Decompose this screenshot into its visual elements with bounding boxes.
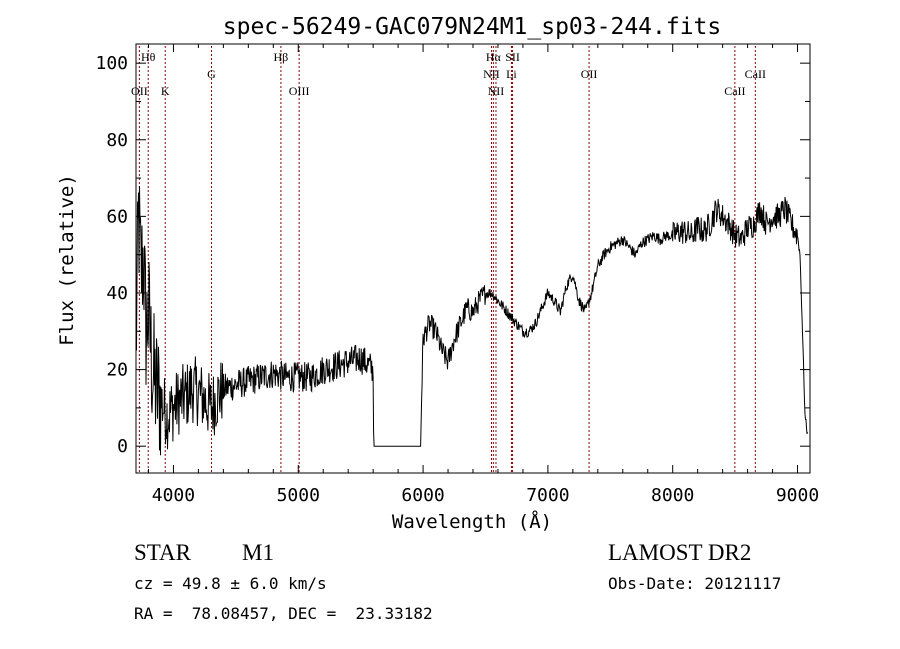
line-marker-label: K <box>161 84 170 98</box>
object-subclass: M1 <box>242 540 274 565</box>
y-tick-label: 100 <box>95 53 128 74</box>
x-tick-label: 5000 <box>277 485 320 506</box>
y-axis-label: Flux (relative) <box>56 174 78 346</box>
y-tick-label: 60 <box>106 206 128 227</box>
y-tick-label: 20 <box>106 360 128 381</box>
line-marker-label: NII <box>488 84 505 98</box>
line-marker-label: OIII <box>289 84 310 98</box>
line-marker-label: OII <box>131 84 148 98</box>
line-marker-label: Li <box>506 67 517 81</box>
object-class: STAR <box>134 540 191 565</box>
x-tick-label: 7000 <box>526 485 569 506</box>
x-tick-label: 8000 <box>651 485 694 506</box>
spectrum-line <box>135 186 808 456</box>
line-marker-label: CaII <box>724 84 745 98</box>
y-tick-label: 0 <box>117 436 128 457</box>
obs-date: Obs-Date: 20121117 <box>608 574 782 593</box>
y-tick-label: 80 <box>106 130 128 151</box>
line-marker-label: OII <box>581 67 598 81</box>
line-marker-label: G <box>207 67 216 81</box>
y-tick-label: 40 <box>106 283 128 304</box>
x-tick-label: 6000 <box>401 485 444 506</box>
redshift-cz: cz = 49.8 ± 6.0 km/s <box>134 574 327 593</box>
coordinates: RA = 78.08457, DEC = 23.33182 <box>134 604 433 623</box>
line-marker-label: CaII <box>745 67 766 81</box>
plot-frame <box>135 43 811 474</box>
line-marker-label: Hθ <box>141 50 156 64</box>
x-tick-label: 4000 <box>152 485 195 506</box>
y-axis: 0 20 40 60 80 100 <box>95 53 810 457</box>
line-marker-label: SII <box>505 50 520 64</box>
line-marker-label: NII <box>483 67 500 81</box>
x-tick-label: 9000 <box>776 485 819 506</box>
chart-title: spec-56249-GAC079N24M1_sp03-244.fits <box>223 14 722 40</box>
line-marker-label: Hα <box>486 50 502 64</box>
x-axis-label: Wavelength (Å) <box>392 510 552 533</box>
x-axis: 4000 5000 6000 7000 8000 9000 <box>147 44 819 506</box>
survey-name: LAMOST DR2 <box>608 540 752 565</box>
line-marker-label: Hβ <box>274 50 289 64</box>
